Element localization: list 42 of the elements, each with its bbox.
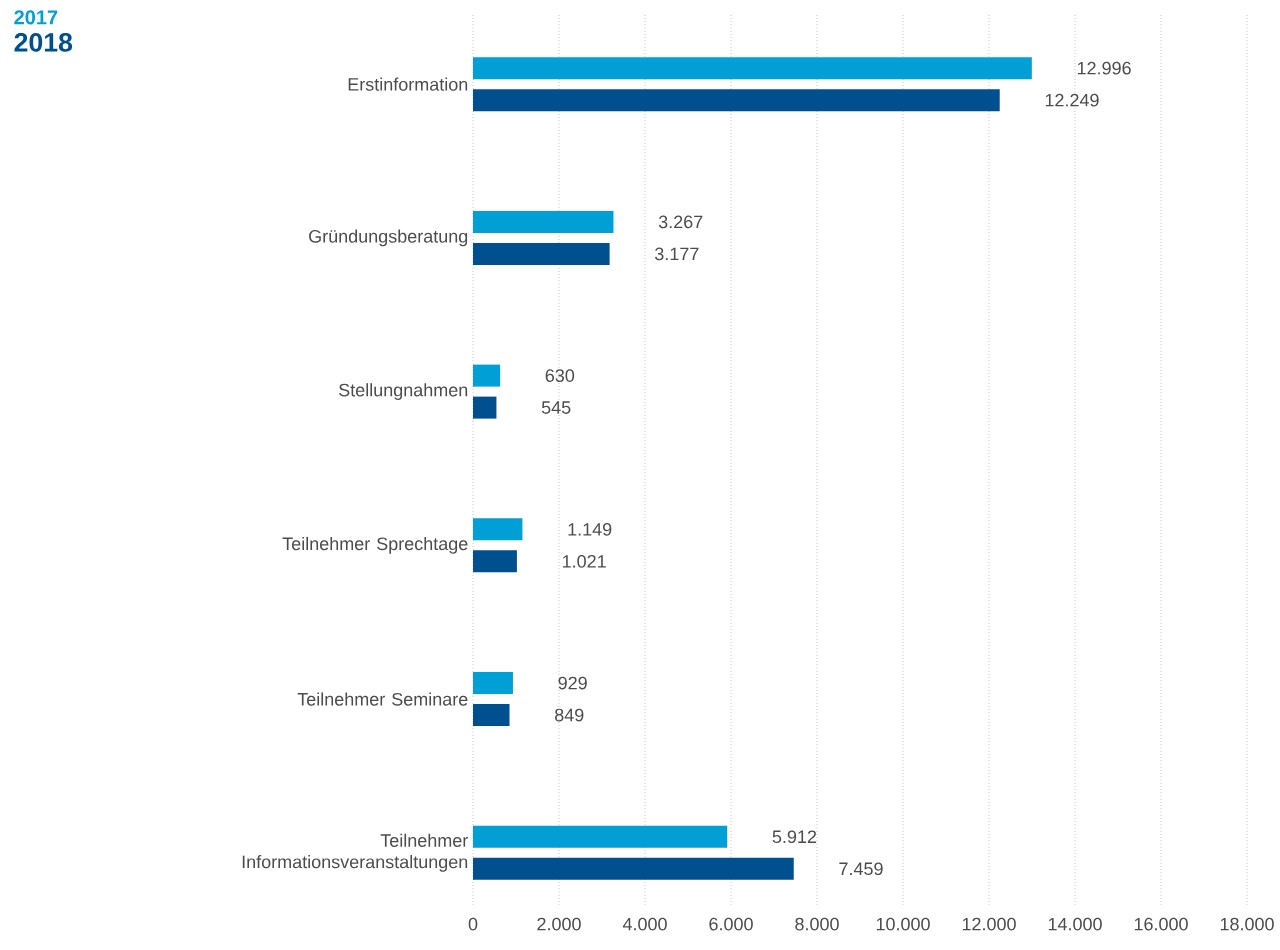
y-tick-label: Teilnehmer Informationsveranstaltungen <box>242 833 468 872</box>
data-label: 12.996 <box>1077 61 1131 75</box>
data-label: 630 <box>545 369 575 382</box>
x-tick-label: 8.000 <box>795 917 839 931</box>
bar <box>473 857 794 880</box>
x-tick-label: 18.000 <box>1220 917 1274 931</box>
bar <box>473 242 610 265</box>
x-tick-label: 0 <box>468 917 478 931</box>
x-tick-label: 4.000 <box>622 917 667 931</box>
y-tick-label: Erstinformation <box>348 77 468 91</box>
bar <box>473 704 510 727</box>
text: 2018 <box>14 32 73 52</box>
x-tick-label: 10.000 <box>876 917 930 931</box>
bar <box>473 364 501 387</box>
y-tick-label: Stellungnahmen <box>339 383 468 400</box>
bar <box>473 57 1032 80</box>
bar <box>473 672 513 695</box>
x-tick-label: 16.000 <box>1134 917 1188 931</box>
text: 2017 <box>14 10 58 25</box>
y-tick-label: Teilnehmer Seminare <box>297 692 468 706</box>
bar <box>473 210 614 233</box>
data-label: 5.912 <box>772 830 817 844</box>
bar <box>473 825 728 848</box>
y-tick-label: Gründungsberatung <box>309 229 468 247</box>
bar <box>473 396 497 419</box>
data-label: 545 <box>541 401 571 414</box>
x-tick-label: 2.000 <box>537 917 581 931</box>
data-label: 3.177 <box>655 247 699 261</box>
bar <box>473 550 517 573</box>
data-label: 849 <box>555 708 584 722</box>
bar <box>473 89 1000 112</box>
data-label: 12.249 <box>1045 93 1099 107</box>
x-tick-label: 12.000 <box>962 917 1016 931</box>
data-label: 1.149 <box>568 522 612 536</box>
data-label: 929 <box>558 676 587 690</box>
y-tick-label: Teilnehmer Sprechtage <box>282 536 468 554</box>
data-label: 1.021 <box>563 554 606 568</box>
x-tick-label: 14.000 <box>1048 917 1102 931</box>
bar <box>473 518 523 541</box>
data-label: 3.267 <box>658 215 703 229</box>
x-tick-label: 6.000 <box>709 917 753 931</box>
data-label: 7.459 <box>839 862 883 876</box>
